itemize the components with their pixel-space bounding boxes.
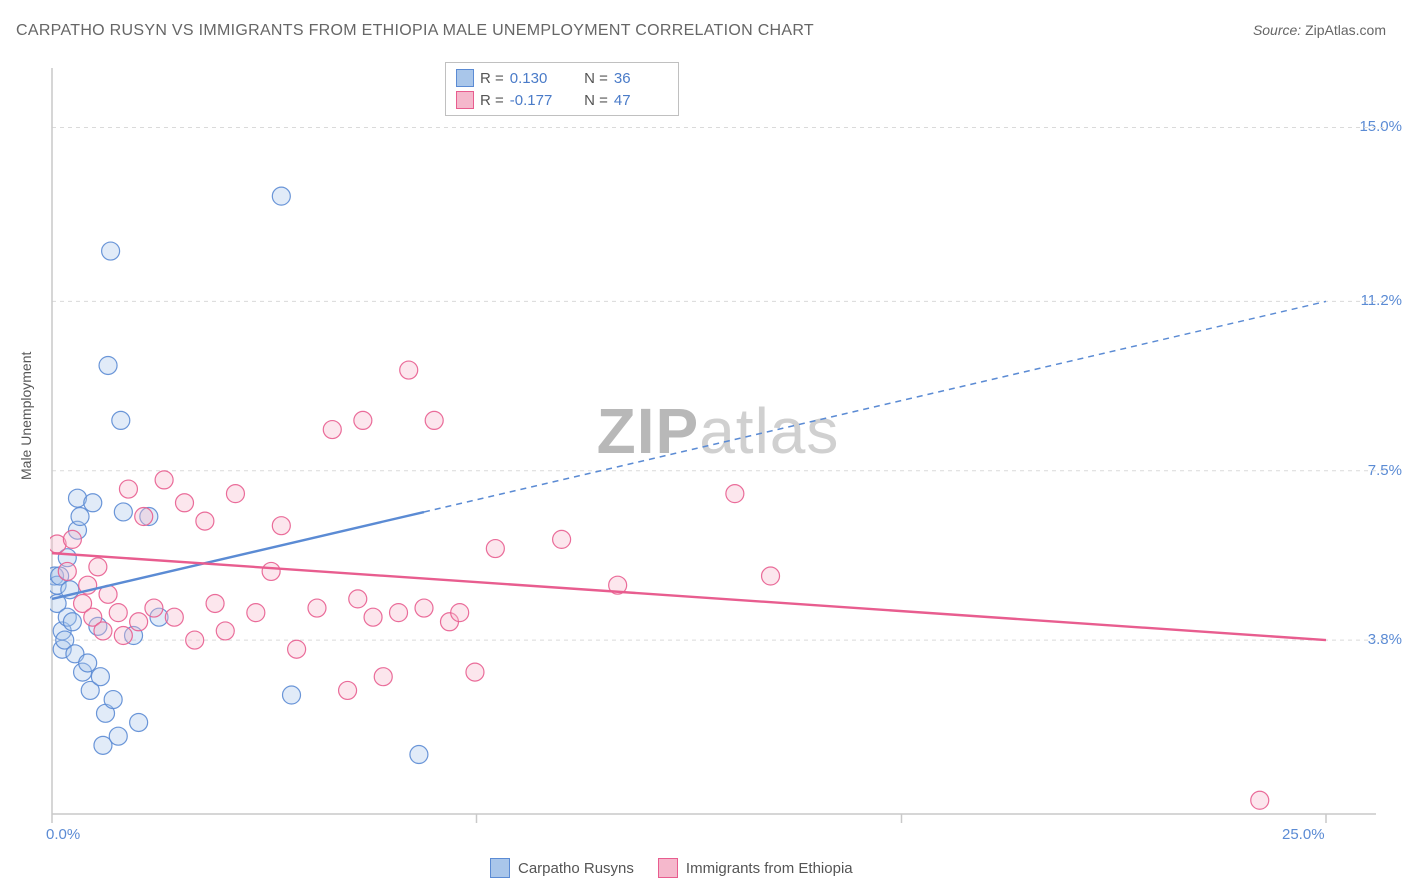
data-point: [1251, 791, 1269, 809]
data-point: [109, 727, 127, 745]
stat-r-label: R =: [480, 70, 504, 87]
legend-label: Carpatho Rusyns: [518, 860, 634, 877]
data-point: [165, 608, 183, 626]
data-point: [390, 604, 408, 622]
chart-title: CARPATHO RUSYN VS IMMIGRANTS FROM ETHIOP…: [16, 22, 814, 40]
stat-r-value: 0.130: [510, 70, 564, 87]
stat-n-value: 36: [614, 70, 668, 87]
data-point: [323, 421, 341, 439]
data-point: [466, 663, 484, 681]
legend-item: Carpatho Rusyns: [490, 858, 634, 878]
trendline-dashed: [424, 301, 1326, 512]
data-point: [226, 485, 244, 503]
data-point: [145, 599, 163, 617]
data-point: [91, 668, 109, 686]
data-point: [283, 686, 301, 704]
data-point: [175, 494, 193, 512]
data-point: [94, 622, 112, 640]
data-point: [486, 540, 504, 558]
data-point: [102, 242, 120, 260]
data-point: [349, 590, 367, 608]
data-point: [155, 471, 173, 489]
data-point: [89, 558, 107, 576]
stat-r-value: -0.177: [510, 92, 564, 109]
data-point: [364, 608, 382, 626]
data-point: [308, 599, 326, 617]
data-point: [288, 640, 306, 658]
data-point: [109, 604, 127, 622]
stat-n-value: 47: [614, 92, 668, 109]
trendline-solid: [52, 512, 424, 599]
data-point: [135, 508, 153, 526]
stats-row: R = -0.177 N = 47: [456, 89, 668, 111]
series-swatch: [456, 69, 474, 87]
data-point: [425, 411, 443, 429]
data-point: [63, 530, 81, 548]
series-legend: Carpatho Rusyns Immigrants from Ethiopia: [490, 858, 853, 878]
data-point: [84, 494, 102, 512]
chart-area: ZIPatlas: [50, 60, 1386, 850]
data-point: [553, 530, 571, 548]
data-point: [247, 604, 265, 622]
y-axis-label: Male Unemployment: [18, 352, 34, 480]
data-point: [130, 713, 148, 731]
stat-n-label: N =: [584, 92, 608, 109]
data-point: [354, 411, 372, 429]
stat-n-label: N =: [584, 70, 608, 87]
source-attribution: Source: ZipAtlas.com: [1253, 22, 1386, 38]
data-point: [104, 691, 122, 709]
data-point: [63, 613, 81, 631]
data-point: [415, 599, 433, 617]
data-point: [99, 356, 117, 374]
data-point: [410, 746, 428, 764]
data-point: [58, 562, 76, 580]
data-point: [71, 508, 89, 526]
legend-label: Immigrants from Ethiopia: [686, 860, 853, 877]
data-point: [196, 512, 214, 530]
correlation-stats-box: R = 0.130 N = 36R = -0.177 N = 47: [445, 62, 679, 116]
data-point: [206, 594, 224, 612]
series-swatch: [456, 91, 474, 109]
data-point: [262, 562, 280, 580]
data-point: [272, 517, 290, 535]
trendline-solid: [52, 553, 1326, 640]
data-point: [79, 654, 97, 672]
data-point: [400, 361, 418, 379]
scatter-chart: [50, 60, 1386, 850]
source-name: ZipAtlas.com: [1305, 22, 1386, 38]
data-point: [186, 631, 204, 649]
data-point: [726, 485, 744, 503]
stats-row: R = 0.130 N = 36: [456, 67, 668, 89]
data-point: [112, 411, 130, 429]
data-point: [216, 622, 234, 640]
data-point: [374, 668, 392, 686]
data-point: [272, 187, 290, 205]
data-point: [114, 627, 132, 645]
legend-item: Immigrants from Ethiopia: [658, 858, 853, 878]
data-point: [451, 604, 469, 622]
legend-swatch: [490, 858, 510, 878]
data-point: [762, 567, 780, 585]
data-point: [114, 503, 132, 521]
data-point: [119, 480, 137, 498]
data-point: [130, 613, 148, 631]
stat-r-label: R =: [480, 92, 504, 109]
source-label: Source:: [1253, 22, 1301, 38]
data-point: [339, 681, 357, 699]
legend-swatch: [658, 858, 678, 878]
